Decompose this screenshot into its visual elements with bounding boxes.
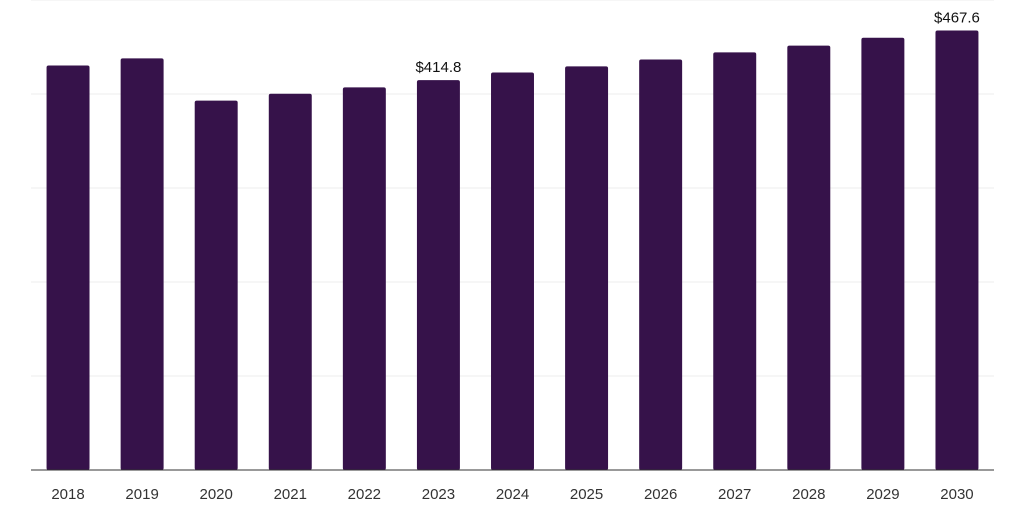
- x-tick-label-2025: 2025: [570, 486, 603, 503]
- bar-2025: [565, 66, 609, 470]
- data-label-2030: $467.6: [934, 9, 980, 26]
- bar-2022: [342, 87, 386, 471]
- bar-2018: [46, 65, 90, 470]
- bar-2029: [861, 37, 905, 471]
- bar-2027: [713, 52, 757, 470]
- x-tick-label-2020: 2020: [200, 486, 233, 503]
- x-axis-ticks: 2018 2019 2020 2021 2022 2023 2024 2025 2026 2027…: [51, 486, 973, 503]
- x-tick-label-2018: 2018: [51, 486, 84, 503]
- bar-2026: [639, 59, 683, 470]
- x-tick-label-2024: 2024: [496, 486, 529, 503]
- x-tick-label-2021: 2021: [274, 486, 307, 503]
- x-tick-label-2023: 2023: [422, 486, 455, 503]
- bar-2028: [787, 45, 831, 471]
- x-tick-label-2030: 2030: [940, 486, 973, 503]
- x-tick-label-2019: 2019: [125, 486, 158, 503]
- x-tick-label-2027: 2027: [718, 486, 751, 503]
- x-tick-label-2022: 2022: [348, 486, 381, 503]
- bar-2021: [268, 93, 312, 470]
- x-tick-label-2029: 2029: [866, 486, 899, 503]
- x-tick-label-2026: 2026: [644, 486, 677, 503]
- bar-2030: [935, 30, 979, 471]
- bar-2024: [491, 72, 534, 470]
- data-labels: $414.8 $467.6: [415, 9, 979, 76]
- bars: [46, 30, 979, 471]
- data-label-2023: $414.8: [415, 59, 461, 76]
- bar-2023: [416, 80, 460, 470]
- x-tick-label-2028: 2028: [792, 486, 825, 503]
- bar-2020: [194, 100, 238, 470]
- bar-2019: [120, 58, 164, 471]
